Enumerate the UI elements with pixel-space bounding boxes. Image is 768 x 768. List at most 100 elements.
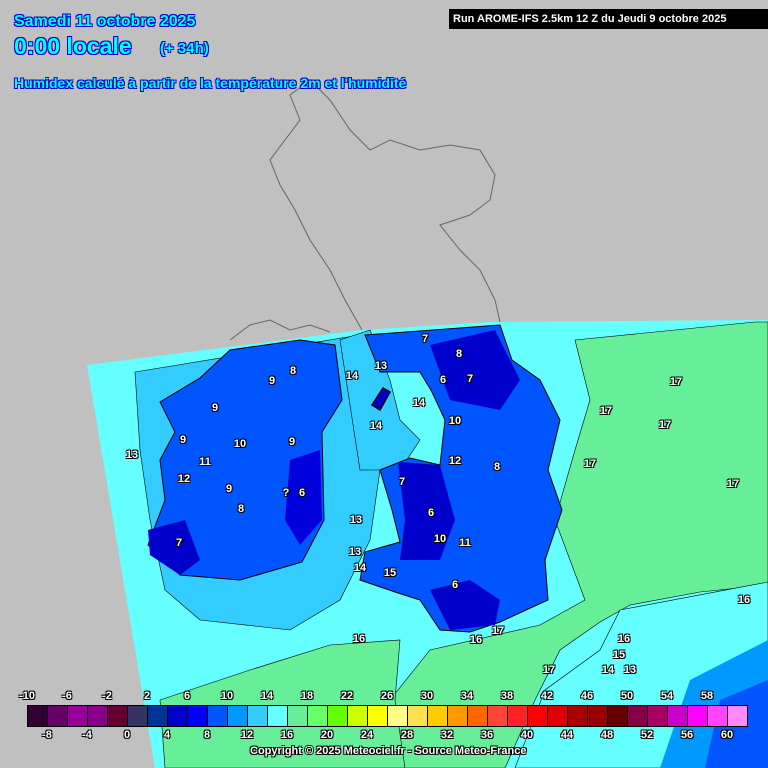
legend-tick-bottom: 36 bbox=[480, 729, 494, 741]
forecast-date: Samedi 11 octobre 2025 bbox=[14, 13, 196, 30]
wales-cold-core bbox=[398, 462, 455, 560]
legend-swatch bbox=[108, 706, 128, 726]
map-value-label: 6 bbox=[451, 579, 459, 591]
legend-tick-bottom: 20 bbox=[320, 729, 334, 741]
map-value-label: 17 bbox=[669, 376, 683, 388]
map-value-label: 10 bbox=[233, 438, 247, 450]
legend-swatch bbox=[388, 706, 408, 726]
legend-tick-top: 30 bbox=[420, 690, 434, 702]
legend-swatch bbox=[68, 706, 88, 726]
legend-swatch bbox=[608, 706, 628, 726]
map-value-label: 14 bbox=[353, 562, 367, 574]
map-value-label: 13 bbox=[125, 449, 139, 461]
legend-tick-bottom: 8 bbox=[203, 729, 211, 741]
legend-swatch bbox=[88, 706, 108, 726]
map-value-label: 6 bbox=[298, 487, 306, 499]
legend-swatch bbox=[368, 706, 388, 726]
map-value-label: 14 bbox=[412, 397, 426, 409]
legend-tick-bottom: 32 bbox=[440, 729, 454, 741]
legend-swatch bbox=[448, 706, 468, 726]
map-value-label: 17 bbox=[726, 478, 740, 490]
legend-swatch bbox=[428, 706, 448, 726]
map-value-label: 15 bbox=[383, 567, 397, 579]
legend-swatch bbox=[408, 706, 428, 726]
map-subtitle: Humidex calculé à partir de la températu… bbox=[14, 75, 407, 91]
ireland-cold-southwest bbox=[148, 520, 200, 575]
map-value-label: 8 bbox=[237, 503, 245, 515]
legend-tick-top: 38 bbox=[500, 690, 514, 702]
legend-swatch bbox=[28, 706, 48, 726]
map-value-label: 8 bbox=[493, 461, 501, 473]
legend-swatch bbox=[508, 706, 528, 726]
legend-swatch bbox=[328, 706, 348, 726]
map-value-label: 10 bbox=[433, 533, 447, 545]
legend-tick-top: 18 bbox=[300, 690, 314, 702]
map-value-label: 14 bbox=[369, 420, 383, 432]
legend-tick-bottom: 12 bbox=[240, 729, 254, 741]
legend-tick-top: 34 bbox=[460, 690, 474, 702]
map-value-label: 17 bbox=[658, 419, 672, 431]
legend-tick-top: 2 bbox=[143, 690, 151, 702]
map-value-label: 7 bbox=[175, 537, 183, 549]
legend-tick-bottom: 52 bbox=[640, 729, 654, 741]
map-value-label: 17 bbox=[542, 664, 556, 676]
legend-tick-top: 26 bbox=[380, 690, 394, 702]
legend-tick-bottom: -4 bbox=[82, 729, 92, 741]
legend-tick-bottom: 40 bbox=[520, 729, 534, 741]
legend-tick-top: 54 bbox=[660, 690, 674, 702]
hebrides-coastline bbox=[229, 319, 331, 341]
legend-swatch bbox=[148, 706, 168, 726]
legend-tick-bottom: 56 bbox=[680, 729, 694, 741]
legend-swatch bbox=[648, 706, 668, 726]
legend-swatch bbox=[688, 706, 708, 726]
cumbria-cold-core bbox=[430, 330, 520, 410]
map-value-label: 12 bbox=[448, 455, 462, 467]
map-value-label: 15 bbox=[612, 649, 626, 661]
map-value-label: 10 bbox=[448, 415, 462, 427]
legend-tick-bottom: 24 bbox=[360, 729, 374, 741]
legend-swatch bbox=[48, 706, 68, 726]
legend-swatch bbox=[668, 706, 688, 726]
legend-tick-top: 42 bbox=[540, 690, 554, 702]
legend-tick-bottom: 44 bbox=[560, 729, 574, 741]
map-value-label: 8 bbox=[455, 348, 463, 360]
legend-tick-top: 6 bbox=[183, 690, 191, 702]
map-value-label: 11 bbox=[199, 456, 211, 468]
map-value-label: 9 bbox=[288, 436, 296, 448]
map-value-label: 14 bbox=[601, 664, 615, 676]
legend-tick-bottom: 28 bbox=[400, 729, 414, 741]
legend-swatch bbox=[728, 706, 747, 726]
legend-swatch bbox=[628, 706, 648, 726]
map-value-label: 17 bbox=[491, 625, 505, 637]
legend-swatch bbox=[488, 706, 508, 726]
map-value-label: 8 bbox=[289, 365, 297, 377]
map-value-label: 11 bbox=[459, 537, 471, 549]
map-value-label: 13 bbox=[348, 546, 362, 558]
green-zone-channel bbox=[159, 639, 406, 768]
legend-swatch bbox=[528, 706, 548, 726]
legend-tick-bottom: 60 bbox=[720, 729, 734, 741]
legend-swatch bbox=[168, 706, 188, 726]
legend-tick-top: 10 bbox=[220, 690, 234, 702]
legend-swatch bbox=[208, 706, 228, 726]
forecast-time: 0:00 locale bbox=[14, 33, 132, 59]
legend-swatch bbox=[248, 706, 268, 726]
legend-swatch bbox=[188, 706, 208, 726]
map-value-label: 17 bbox=[599, 405, 613, 417]
legend-swatch bbox=[468, 706, 488, 726]
legend-tick-top: 22 bbox=[340, 690, 354, 702]
legend-swatch bbox=[348, 706, 368, 726]
map-value-label: ? bbox=[282, 487, 290, 499]
southwest-england-cold-core bbox=[430, 580, 500, 630]
map-value-label: 6 bbox=[427, 507, 435, 519]
map-value-label: 16 bbox=[737, 594, 751, 606]
legend-swatch bbox=[308, 706, 328, 726]
legend-tick-top: -10 bbox=[19, 690, 35, 702]
map-value-label: 9 bbox=[268, 375, 276, 387]
map-value-label: 9 bbox=[225, 483, 233, 495]
legend-tick-bottom: 0 bbox=[123, 729, 131, 741]
map-value-label: 14 bbox=[345, 370, 359, 382]
legend-swatch bbox=[708, 706, 728, 726]
legend-swatch bbox=[568, 706, 588, 726]
